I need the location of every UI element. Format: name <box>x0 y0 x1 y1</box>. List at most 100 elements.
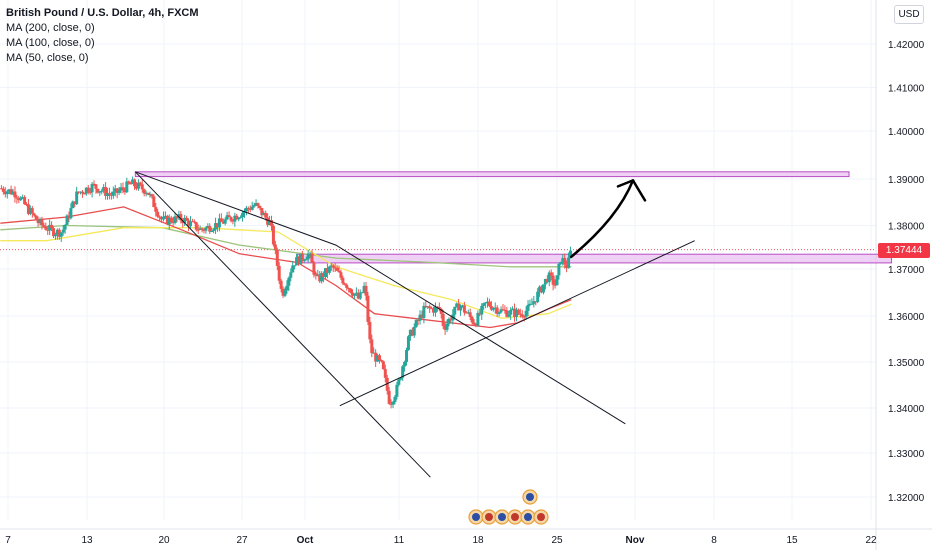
candle-body <box>167 217 171 225</box>
candle-body <box>127 181 131 184</box>
candle-body <box>256 203 260 206</box>
candle-body <box>65 215 69 225</box>
candle-body <box>221 221 225 224</box>
candle-body <box>418 314 422 321</box>
candle-body <box>470 316 474 323</box>
candle-body <box>331 265 335 268</box>
candle-body <box>480 305 484 315</box>
candle-body <box>161 216 165 220</box>
candle-body <box>23 197 27 205</box>
candle-body <box>538 286 542 292</box>
y-tick-label: 1.33000 <box>888 449 925 460</box>
candle-body <box>63 224 67 230</box>
candle-body <box>217 218 221 228</box>
candle-body <box>520 314 524 317</box>
candle-body <box>158 216 162 218</box>
candle-body <box>75 191 79 205</box>
candle-body <box>385 377 389 391</box>
candle-body <box>370 339 374 354</box>
candle-body <box>121 187 125 190</box>
candle-body <box>337 270 341 273</box>
candle-body <box>204 227 208 231</box>
candle-body <box>123 189 127 193</box>
candle-body <box>295 257 299 266</box>
legend-ma200: MA (200, close, 0) <box>6 22 95 34</box>
candle-body <box>281 288 285 296</box>
candle-body <box>210 230 214 232</box>
candle-body <box>360 292 364 294</box>
candle-body <box>298 253 302 265</box>
candle-body <box>362 285 366 293</box>
candle-body <box>433 306 437 313</box>
candle-body <box>430 308 434 310</box>
candle-body <box>107 193 111 195</box>
candle-body <box>378 355 382 360</box>
forecast-arrow <box>570 179 635 259</box>
candle-body <box>464 312 468 314</box>
candle-body <box>372 352 376 354</box>
candle-body <box>397 379 401 385</box>
candle-body <box>333 267 337 269</box>
candle-body <box>561 258 565 262</box>
candle-body <box>59 232 63 237</box>
candle-body <box>432 308 436 313</box>
candle-body <box>200 228 204 230</box>
candle-body <box>30 208 34 214</box>
candle-body <box>405 349 409 362</box>
candle-body <box>316 274 320 276</box>
candle-body <box>138 182 142 185</box>
candle-body <box>567 257 571 269</box>
candle-body <box>553 284 557 286</box>
candle-body <box>347 287 351 289</box>
currency-button[interactable]: USD <box>894 5 924 24</box>
candle-body <box>526 304 530 311</box>
candle-body <box>144 192 148 194</box>
candle-body <box>117 190 121 193</box>
candle-body <box>541 284 545 293</box>
candle-body <box>530 303 534 305</box>
candle-body <box>219 218 223 222</box>
candle-body <box>237 217 241 220</box>
candle-body <box>364 285 368 296</box>
candle-body <box>489 306 493 310</box>
candle-body <box>119 187 123 191</box>
y-tick-label: 1.41000 <box>888 84 925 95</box>
candle-body <box>335 267 339 271</box>
candle-body <box>391 401 395 405</box>
candle-body <box>82 193 86 195</box>
candle-body <box>109 194 113 196</box>
candle-body <box>57 229 61 237</box>
candle-body <box>497 312 501 314</box>
candle-body <box>468 312 472 317</box>
candle-body <box>518 313 522 315</box>
moving-average-line <box>0 224 572 268</box>
candle-body <box>329 265 333 267</box>
candle-body <box>503 309 507 311</box>
candle-body <box>389 403 393 405</box>
candle-body <box>181 220 185 224</box>
x-tick-label: 25 <box>551 535 563 546</box>
candle-body <box>134 186 138 189</box>
candle-body <box>131 179 135 184</box>
candle-body <box>381 361 385 370</box>
candle-body <box>194 222 198 230</box>
candle-body <box>169 217 173 223</box>
candle-body <box>351 292 355 296</box>
candle-body <box>501 309 505 311</box>
candle-body <box>11 191 15 195</box>
candle-body <box>187 220 191 227</box>
candle-body <box>547 272 551 283</box>
candle-body <box>271 225 275 245</box>
candle-body <box>17 198 21 201</box>
candle-body <box>148 194 152 196</box>
candle-body <box>308 253 312 255</box>
candle-body <box>279 280 283 289</box>
moving-average-line <box>0 206 572 329</box>
candle-body <box>50 224 54 229</box>
candle-body <box>133 179 137 187</box>
candle-body <box>472 322 476 325</box>
candle-body <box>5 191 9 195</box>
candle-body <box>327 266 331 273</box>
